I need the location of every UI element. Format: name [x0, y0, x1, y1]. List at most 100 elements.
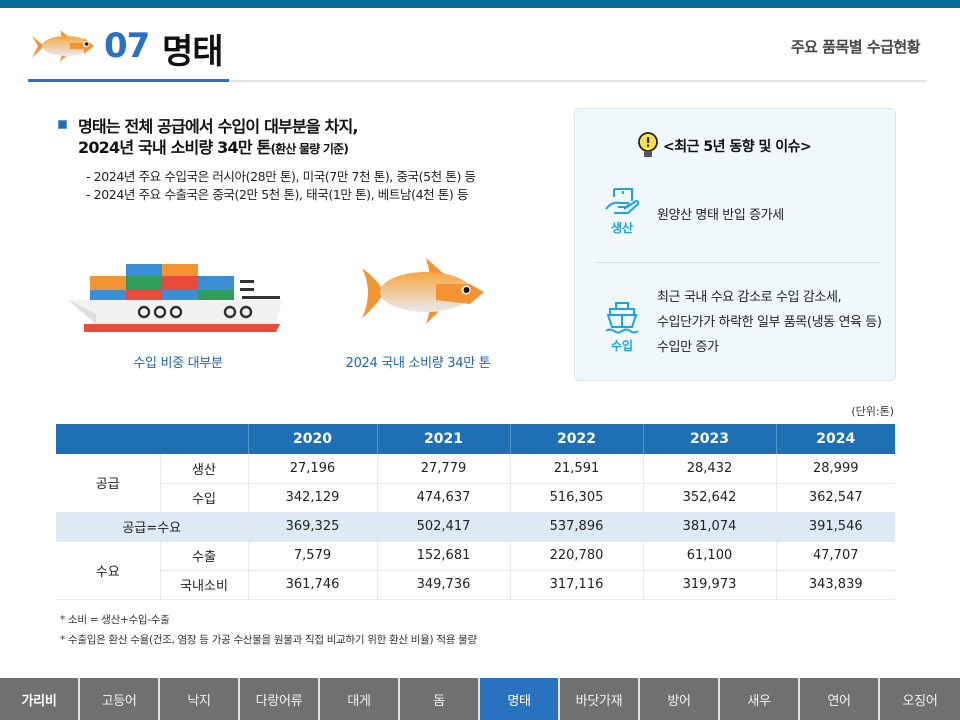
issues-title: <최근 5년 동향 및 이슈>	[637, 132, 812, 159]
cell: 152,681	[376, 541, 510, 571]
production-icon-block: 생산	[602, 187, 642, 236]
summary-details: - 2024년 주요 수입국은 러시아(28만 톤), 미국(7만 7천 톤),…	[86, 168, 558, 204]
cell: 502,417	[376, 512, 510, 542]
square-bullet-icon	[58, 120, 67, 129]
fish-illustration	[362, 258, 484, 324]
category-nav: 가리비 고등어 낙지 다랑어류 대게 돔 명태 바닷가재 방어 새우 연어 오징…	[0, 678, 960, 720]
cell: 220,780	[509, 541, 643, 571]
nav-item-pollock[interactable]: 명태	[480, 678, 560, 720]
cell: 27,196	[247, 454, 377, 484]
header-divider-accent	[28, 79, 229, 82]
header-year: 2020	[247, 424, 377, 454]
top-bar	[0, 0, 960, 8]
cell: 369,325	[247, 512, 377, 542]
import-label: 수입	[610, 339, 634, 353]
table-row: 공급 생산 27,196 27,779 21,591 28,432 28,999	[56, 454, 895, 513]
cell: 28,999	[775, 454, 895, 484]
nav-item-squid[interactable]: 오징어	[880, 678, 960, 720]
section-number: 07	[104, 26, 150, 66]
ship-icon	[605, 302, 639, 334]
table-header-row: 2020 2021 2022 2023 2024	[56, 424, 895, 454]
headline-line-1: 명태는 전체 공급에서 수입이 대부분을 차지,	[78, 117, 359, 136]
page-title: 명태	[162, 32, 224, 72]
cell: 319,973	[642, 570, 776, 600]
nav-item-tuna[interactable]: 다랑어류	[240, 678, 320, 720]
cell: 21,591	[509, 454, 643, 484]
header-year: 2024	[775, 424, 895, 454]
footnote: * 수출입은 환산 수율(건조, 염장 등 가공 수산물을 원물과 직접 비교하…	[60, 634, 477, 646]
row-label: 공급=수요	[56, 512, 248, 542]
nav-item-salmon[interactable]: 연어	[800, 678, 880, 720]
nav-item-snow-crab[interactable]: 대게	[320, 678, 400, 720]
table-row: 수요 수출 7,579 152,681 220,780 61,100 47,70…	[56, 541, 895, 600]
fish-caption: 2024 국내 소비량 34만 톤	[345, 356, 491, 371]
header-divider	[28, 80, 926, 82]
hand-box-icon	[605, 188, 640, 214]
row-label: 국내소비	[160, 570, 248, 600]
nav-item-yellowtail[interactable]: 방어	[640, 678, 720, 720]
group-demand: 수요	[56, 541, 161, 600]
nav-item-lobster[interactable]: 바닷가재	[560, 678, 640, 720]
cell: 343,839	[775, 570, 895, 600]
container-ship-illustration	[68, 264, 282, 332]
import-line-1: 최근 국내 수요 감소로 수입 감소세,	[657, 290, 842, 305]
detail-imports: - 2024년 주요 수입국은 러시아(28만 톤), 미국(7만 7천 톤),…	[86, 169, 476, 184]
table-row: 수입 342,129 474,637 516,305 352,642 362,5…	[56, 483, 895, 513]
section-subtitle: 주요 품목별 수급현황	[790, 38, 921, 56]
headline-note: (환산 물량 기준)	[270, 142, 349, 156]
issues-title-text: <최근 5년 동향 및 이슈>	[663, 139, 812, 155]
cell: 474,637	[376, 483, 510, 513]
table-row: 국내소비 361,746 349,736 317,116 319,973 343…	[56, 570, 895, 600]
import-line-3: 수입만 증가	[657, 340, 719, 355]
table-row-total: 공급=수요 369,325 502,417 537,896 381,074 39…	[56, 512, 895, 542]
supply-demand-table: 2020 2021 2022 2023 2024 공급 생산 27,196 27…	[56, 424, 895, 600]
row-label: 수출	[159, 541, 248, 571]
cell: 352,642	[642, 483, 776, 513]
cell: 516,305	[509, 483, 643, 513]
headline-line-2: 2024년 국내 소비량 34만 톤(환산 물량 기준)	[78, 137, 558, 160]
cell: 391,546	[775, 512, 895, 542]
cell: 349,736	[376, 570, 510, 600]
import-text: 최근 국내 수요 감소로 수입 감소세, 수입단가가 하락한 일부 품목(냉동 …	[657, 285, 882, 360]
import-line-2: 수입단가가 하락한 일부 품목(냉동 연육 등)	[657, 315, 882, 330]
group-supply: 공급	[56, 454, 161, 513]
production-line-1: 원양산 명태 반입 증가세	[657, 208, 784, 223]
production-label: 생산	[610, 221, 634, 235]
cell: 27,779	[376, 454, 510, 484]
cell: 7,579	[247, 541, 377, 571]
nav-item-mackerel[interactable]: 고등어	[80, 678, 160, 720]
header-year: 2023	[642, 424, 776, 454]
nav-item-scallop[interactable]: 가리비	[0, 678, 80, 720]
nav-item-octopus[interactable]: 낙지	[160, 678, 240, 720]
row-label: 생산	[159, 454, 248, 484]
header-year: 2021	[376, 424, 510, 454]
cell: 381,074	[642, 512, 776, 542]
cell: 537,896	[509, 512, 643, 542]
cell: 61,100	[642, 541, 776, 571]
cell: 28,432	[642, 454, 776, 484]
nav-item-sea-bream[interactable]: 돔	[400, 678, 480, 720]
issues-divider	[595, 262, 880, 263]
unit-label: (단위:톤)	[851, 405, 894, 418]
footnotes: * 소비 = 생산+수입-수출 * 수출입은 환산 수율(건조, 염장 등 가공…	[60, 610, 477, 650]
ship-caption: 수입 비중 대부분	[133, 356, 223, 371]
cell: 47,707	[775, 541, 895, 571]
nav-item-shrimp[interactable]: 새우	[720, 678, 800, 720]
lightbulb-icon	[638, 132, 658, 157]
cell: 361,746	[247, 570, 377, 600]
summary-block: 명태는 전체 공급에서 수입이 대부분을 차지, 2024년 국내 소비량 34…	[58, 116, 558, 204]
summary-headline: 명태는 전체 공급에서 수입이 대부분을 차지, 2024년 국내 소비량 34…	[78, 116, 558, 160]
header-blank	[56, 424, 248, 454]
cell: 362,547	[775, 483, 895, 513]
production-text: 원양산 명태 반입 증가세	[657, 203, 784, 228]
detail-exports: - 2024년 주요 수출국은 중국(2만 5천 톤), 태국(1만 톤), 베…	[86, 187, 469, 202]
import-icon-block: 수입	[602, 301, 642, 354]
fish-logo-icon	[32, 30, 94, 62]
page-header: 07 명태 주요 품목별 수급현황	[28, 20, 928, 80]
row-label: 수입	[160, 483, 248, 513]
footnote: * 소비 = 생산+수입-수출	[60, 614, 170, 626]
cell: 317,116	[509, 570, 643, 600]
issues-panel: <최근 5년 동향 및 이슈> 생산 원양산 명태 반입 증가세 수입 최근 국…	[574, 108, 896, 381]
headline-line-2-text: 2024년 국내 소비량 34만 톤	[78, 138, 271, 157]
header-year: 2022	[509, 424, 643, 454]
